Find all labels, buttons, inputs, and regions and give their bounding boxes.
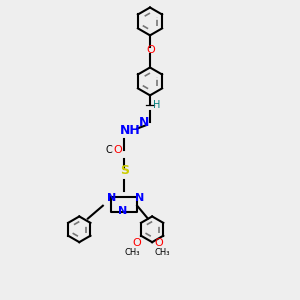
Text: CH₃: CH₃ — [154, 248, 170, 257]
Text: N: N — [135, 194, 144, 203]
Text: O: O — [154, 238, 163, 248]
Text: H: H — [153, 100, 160, 110]
Text: N: N — [138, 116, 149, 129]
Text: N: N — [107, 194, 116, 203]
Text: N: N — [118, 206, 127, 216]
Text: O: O — [147, 45, 155, 56]
Text: CH₃: CH₃ — [124, 248, 140, 257]
Text: C: C — [106, 145, 113, 155]
Text: NH: NH — [120, 124, 141, 137]
Text: O: O — [133, 238, 142, 248]
Text: O: O — [113, 145, 122, 155]
Text: S: S — [120, 164, 129, 177]
